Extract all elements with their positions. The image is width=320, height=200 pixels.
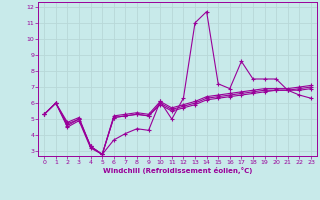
X-axis label: Windchill (Refroidissement éolien,°C): Windchill (Refroidissement éolien,°C) xyxy=(103,167,252,174)
